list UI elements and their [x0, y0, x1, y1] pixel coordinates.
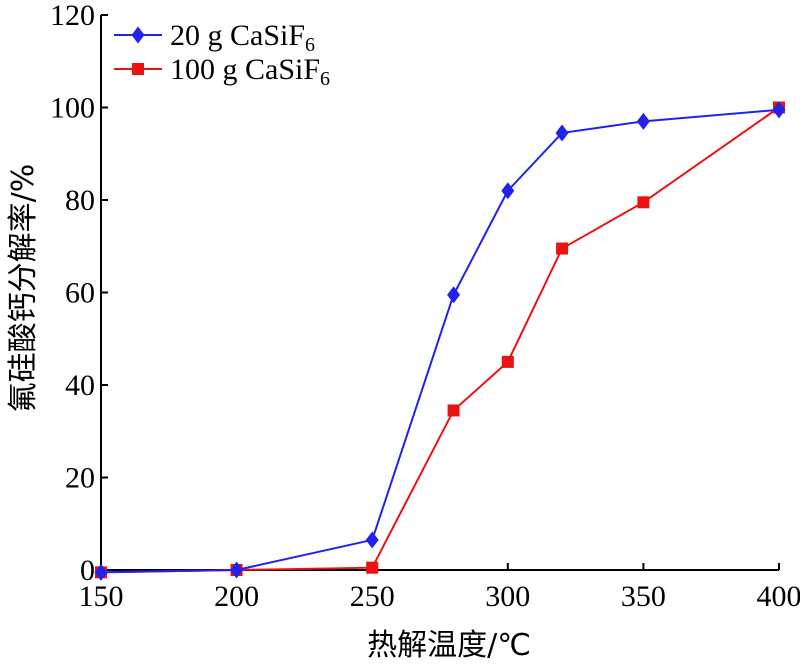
y-tick-label: 40: [65, 369, 95, 402]
x-axis-title: 热解温度/℃: [367, 628, 531, 663]
legend-item-2: 100 g CaSiF6: [114, 53, 330, 90]
x-tick-label: 150: [79, 580, 124, 613]
series-1-point: [636, 112, 650, 130]
series-2-point: [366, 561, 379, 574]
x-tick-label: 200: [214, 580, 259, 613]
legend-label: 100 g CaSiF6: [170, 53, 330, 90]
series-2-point: [637, 196, 650, 209]
legend-swatch-marker: [132, 63, 144, 75]
series-layer: [94, 101, 786, 581]
x-tick-label: 350: [621, 580, 666, 613]
series-1-point: [230, 561, 244, 579]
series-1-point: [501, 182, 515, 200]
x-tick-label: 250: [350, 580, 395, 613]
y-tick-label: 0: [80, 554, 95, 587]
x-tick-label: 300: [485, 580, 530, 613]
series-1-line: [100, 108, 780, 574]
series-2-point: [556, 242, 569, 255]
y-tick-label: 80: [65, 184, 95, 217]
x-tick-label: 400: [757, 580, 800, 613]
y-tick-label: 60: [65, 277, 95, 310]
y-tick-label: 20: [65, 462, 95, 495]
legend-label: 20 g CaSiF6: [170, 19, 315, 56]
series-2-line: [100, 106, 780, 574]
ticks: 0 20 40 60 80 100 120 150 200 250 300 350 400: [50, 0, 800, 613]
legend-item-1: 20 g CaSiF6: [114, 19, 315, 56]
legend-swatch-marker: [131, 26, 145, 44]
series-1-point: [772, 101, 786, 119]
series-1-point: [555, 124, 569, 142]
series-2-point: [447, 404, 460, 417]
series-2: [95, 101, 785, 579]
y-tick-label: 120: [50, 0, 95, 32]
axes: [100, 15, 779, 571]
y-axis-title: 氟硅酸钙分解率/%: [6, 164, 41, 413]
y-tick-label: 100: [50, 92, 95, 125]
series-1-point: [94, 563, 108, 581]
series-1: [94, 101, 786, 581]
series-1-point: [365, 531, 379, 549]
series-1-point: [447, 286, 461, 304]
series-2-point: [501, 355, 514, 368]
